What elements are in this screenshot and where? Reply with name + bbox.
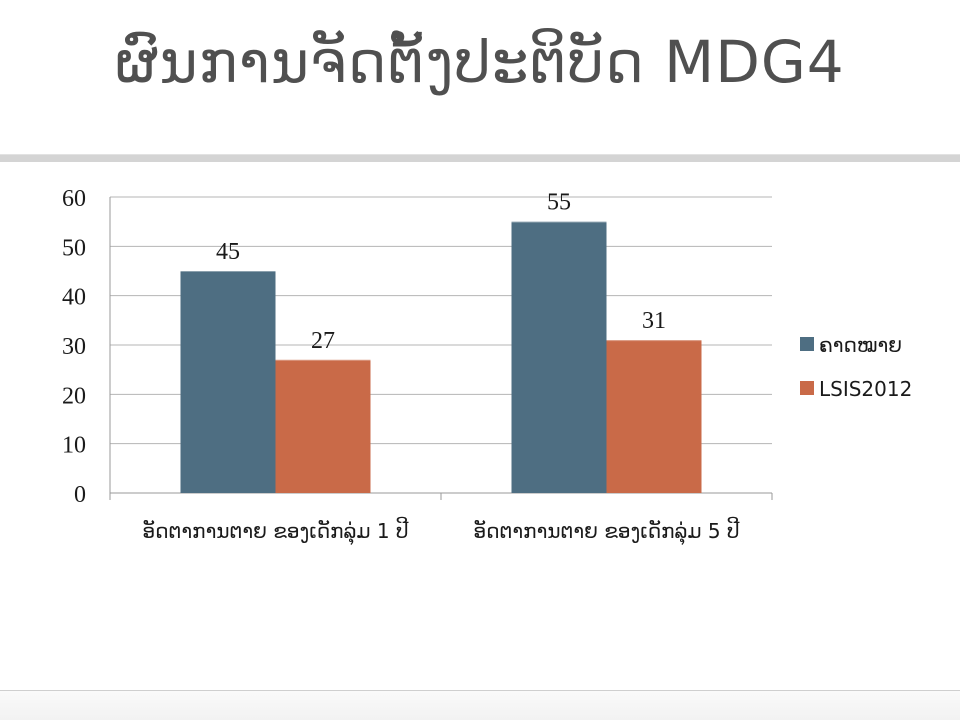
- x-tick-label: ອັດຕາການຕາຍ ຂອງເດັກລຸ່ມ 5 ປີ: [474, 517, 740, 545]
- footer-divider: [0, 690, 960, 691]
- y-tick-label: 0: [74, 482, 86, 508]
- slide-title: ຜົນການຈັດຕັ້ງປະຕິບັດ MDG4: [115, 28, 845, 96]
- y-tick-label: 10: [62, 433, 86, 459]
- title-divider: [0, 154, 960, 162]
- legend-label: LSIS2012: [819, 377, 912, 401]
- legend-swatch: [800, 337, 814, 351]
- data-label: 55: [547, 190, 571, 216]
- x-tick-label: ອັດຕາການຕາຍ ຂອງເດັກລຸ່ມ 1 ປີ: [143, 517, 409, 545]
- data-label: 45: [216, 239, 240, 265]
- y-tick-label: 40: [62, 285, 86, 311]
- y-tick-label: 20: [62, 383, 86, 409]
- y-tick-label: 60: [62, 186, 86, 212]
- y-tick-label: 30: [62, 334, 86, 360]
- y-tick-label: 50: [62, 235, 86, 261]
- legend-swatch: [800, 381, 814, 395]
- legend-label: ຄາດໝາຍ: [819, 333, 902, 357]
- data-label: 31: [642, 308, 666, 334]
- bar: [180, 271, 276, 493]
- data-label: 27: [311, 328, 335, 354]
- bar: [511, 221, 607, 493]
- bar: [606, 340, 702, 493]
- footer-band: [0, 691, 960, 720]
- bar: [275, 359, 371, 493]
